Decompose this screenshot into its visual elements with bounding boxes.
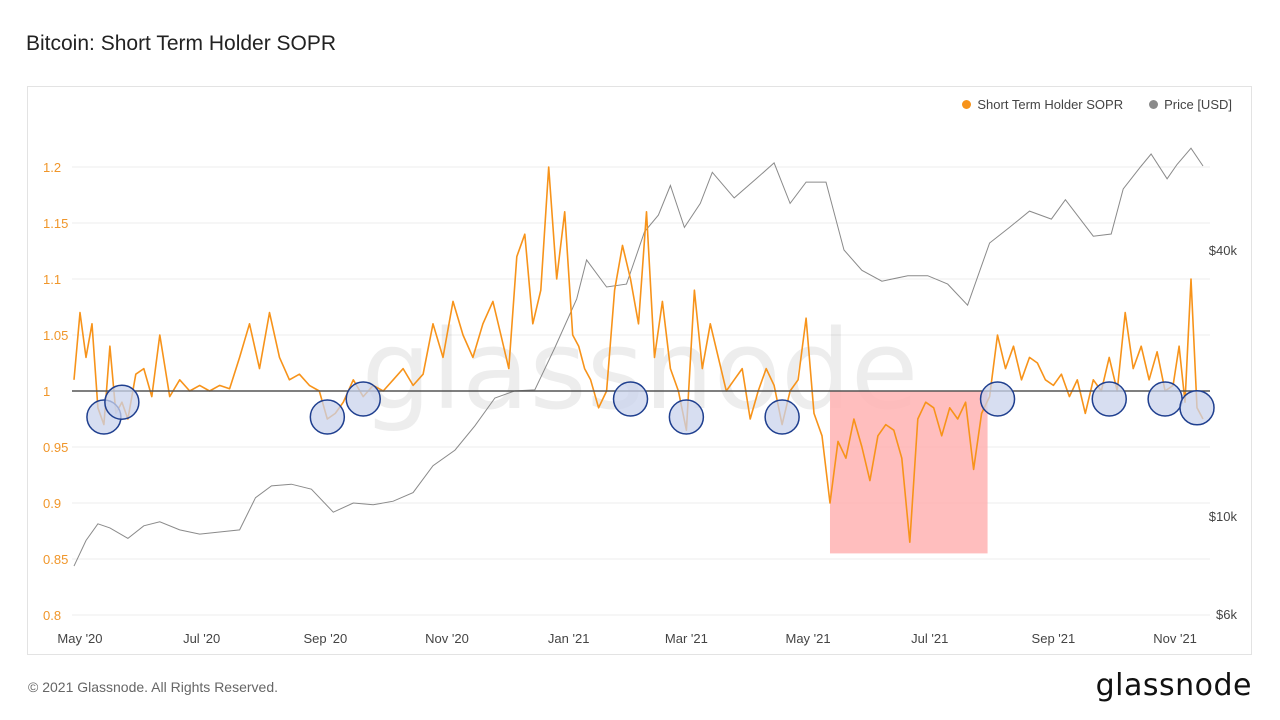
y-left-tick-label: 0.8 — [43, 608, 61, 623]
legend-label-sopr: Short Term Holder SOPR — [977, 97, 1124, 112]
x-tick-label: Jul '21 — [911, 631, 948, 646]
dip-circle — [764, 399, 800, 435]
legend-item-price[interactable]: Price [USD] — [1149, 97, 1232, 112]
y-right-tick-label: $6k — [1216, 607, 1237, 622]
y-left-tick-label: 0.9 — [43, 496, 61, 511]
dip-circle — [309, 399, 346, 435]
x-tick-label: Jul '20 — [183, 631, 220, 646]
x-tick-label: Mar '21 — [665, 631, 708, 646]
y-left-tick-label: 1.15 — [43, 216, 68, 231]
x-tick-label: Jan '21 — [548, 631, 590, 646]
dip-circle — [1091, 381, 1127, 417]
y-left-tick-label: 1.2 — [43, 160, 61, 175]
y-left-tick-label: 0.95 — [43, 440, 68, 455]
brand-logo: glassnode — [1095, 668, 1252, 703]
dip-circle — [1147, 381, 1183, 417]
x-tick-label: Nov '20 — [425, 631, 469, 646]
y-left-tick-label: 1 — [43, 384, 50, 399]
legend-label-price: Price [USD] — [1164, 97, 1232, 112]
dip-circle — [1179, 390, 1215, 426]
price-series-line — [73, 147, 1204, 567]
x-tick-label: Nov '21 — [1153, 631, 1197, 646]
chart-title: Bitcoin: Short Term Holder SOPR — [26, 32, 337, 55]
dip-circle — [668, 399, 705, 435]
legend-dot-price — [1149, 100, 1159, 109]
x-tick-label: Sep '21 — [1032, 631, 1076, 646]
y-right-tick-label: $10k — [1209, 509, 1238, 524]
dip-circle — [104, 384, 140, 420]
sopr-series-line — [73, 166, 1204, 543]
y-left-tick-label: 0.85 — [43, 552, 68, 567]
chart-legend: Short Term Holder SOPR Price [USD] — [962, 97, 1232, 112]
chart-frame — [27, 86, 1252, 655]
dip-circle — [612, 381, 649, 417]
legend-item-sopr[interactable]: Short Term Holder SOPR — [962, 97, 1123, 112]
legend-dot-sopr — [962, 100, 972, 109]
x-tick-label: May '20 — [57, 631, 102, 646]
y-left-tick-label: 1.1 — [43, 272, 61, 287]
dip-circle — [345, 381, 381, 417]
x-tick-label: May '21 — [785, 631, 830, 646]
x-tick-label: Sep '20 — [303, 631, 347, 646]
dip-circle — [979, 381, 1016, 417]
y-left-tick-label: 1.05 — [43, 328, 68, 343]
copyright-text: © 2021 Glassnode. All Rights Reserved. — [28, 679, 279, 695]
y-right-tick-label: $40k — [1209, 243, 1238, 258]
